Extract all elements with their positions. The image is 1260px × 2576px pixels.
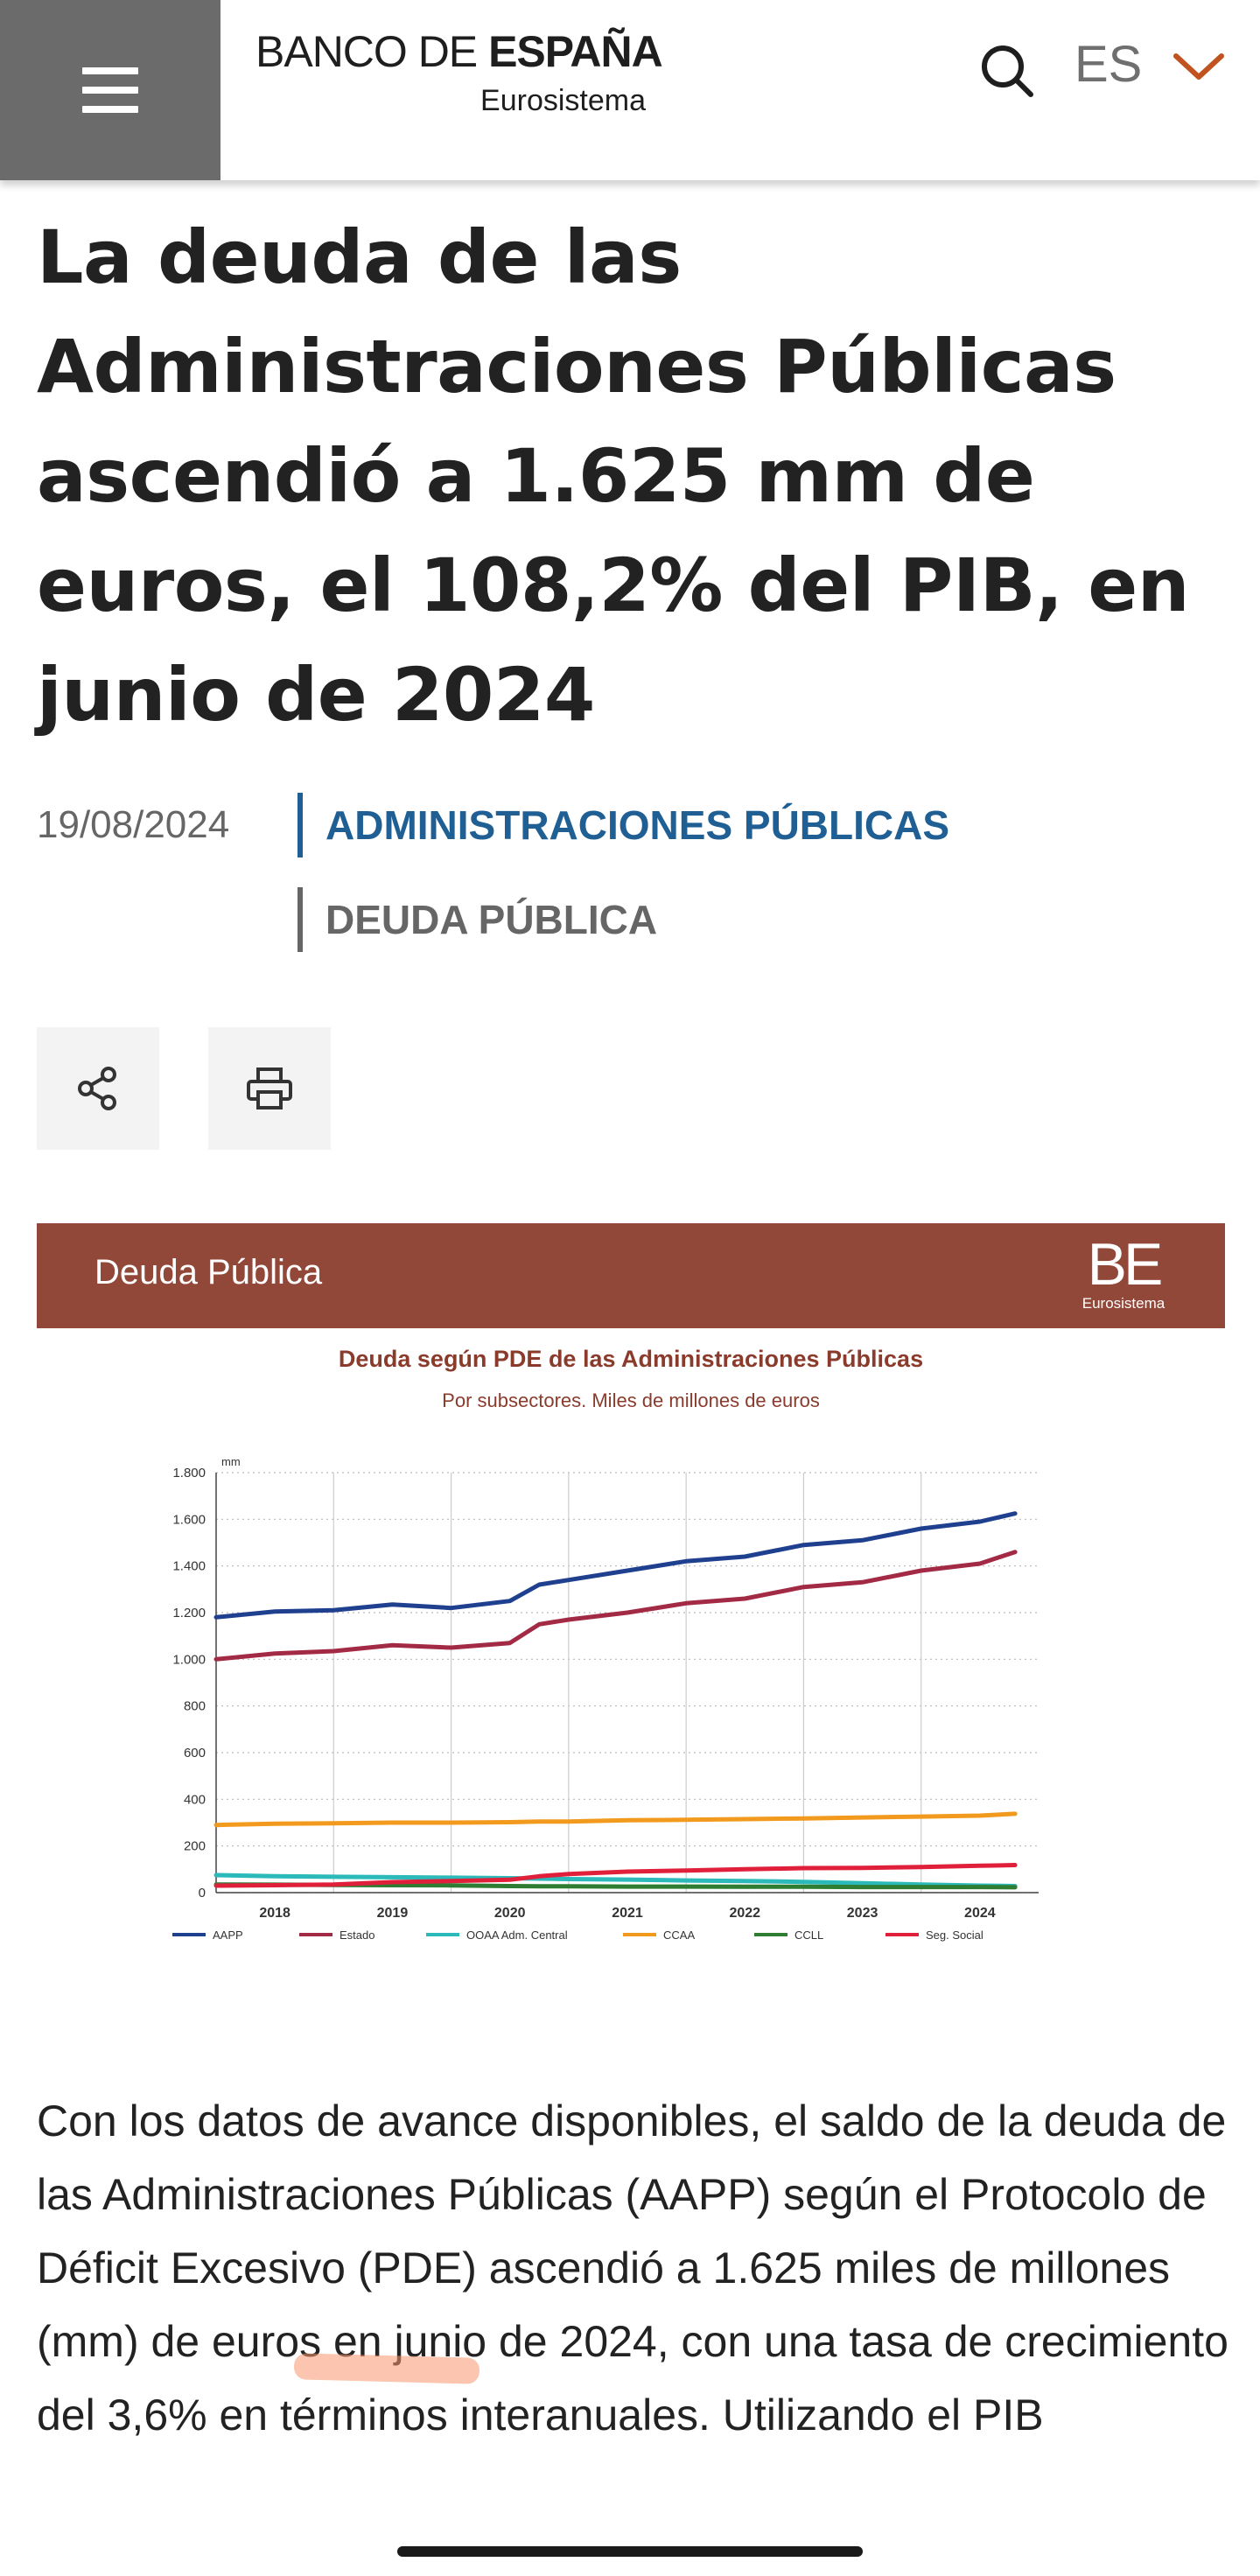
figure-banner: Deuda Pública BE Eurosistema	[37, 1223, 1225, 1328]
logo-text-espana: ESPAÑA	[488, 27, 663, 76]
logo-text-eurosistema: Eurosistema	[480, 84, 646, 117]
printer-icon	[247, 1068, 292, 1110]
legend-label: Seg. Social	[926, 1928, 984, 1942]
be-logo: BE Eurosistema	[1071, 1234, 1176, 1321]
y-tick-label: 1.600	[172, 1512, 206, 1527]
y-unit-label: mm	[221, 1455, 241, 1468]
legend-label: Estado	[340, 1928, 374, 1942]
y-tick-label: 400	[184, 1792, 206, 1807]
y-tick-label: 800	[184, 1699, 206, 1714]
menu-button[interactable]	[0, 0, 220, 180]
top-header: BANCO DE ESPAÑA Eurosistema ES	[0, 0, 1260, 180]
chevron-down-icon[interactable]	[1172, 49, 1225, 84]
series-line-seg-social	[214, 1863, 1018, 1888]
series-line-ccaa	[214, 1811, 1018, 1828]
logo-text-banco-de: BANCO DE	[256, 27, 489, 76]
x-tick-label: 2023	[847, 1906, 878, 1921]
series-line-ooaa-adm-central	[214, 1872, 1018, 1888]
x-tick-label: 2020	[494, 1906, 526, 1921]
article-paragraph: Con los datos de avance disponibles, el …	[37, 2096, 1228, 2440]
article-title: La deuda de las Administraciones Pública…	[37, 214, 1190, 738]
y-tick-label: 1.400	[172, 1559, 206, 1574]
chart-title: Deuda según PDE de las Administraciones …	[338, 1346, 924, 1372]
home-indicator[interactable]	[397, 2546, 863, 2557]
y-tick-label: 1.800	[172, 1466, 206, 1480]
y-tick-label: 1.000	[172, 1652, 206, 1667]
publication-date: 19/08/2024	[37, 803, 230, 846]
language-selector[interactable]: ES	[1074, 36, 1143, 93]
legend-label: AAPP	[213, 1928, 243, 1942]
legend-label: OOAA Adm. Central	[466, 1928, 568, 1942]
y-tick-label: 200	[184, 1839, 206, 1854]
chart-subtitle: Por subsectores. Miles de millones de eu…	[442, 1390, 820, 1411]
debt-line-chart: 0 200 400 600 800 1.000 1.200 1.400 1.600 1.800 mm…	[172, 1455, 1039, 1942]
be-logo-subtext: Eurosistema	[1082, 1295, 1166, 1312]
tag-administraciones-publicas[interactable]: ADMINISTRACIONES PÚBLICAS	[298, 793, 949, 858]
banco-de-espana-logo[interactable]: BANCO DE ESPAÑA Eurosistema	[256, 26, 663, 131]
print-button[interactable]	[208, 1027, 331, 1150]
share-icon	[78, 1067, 116, 1110]
y-tick-label: 600	[184, 1746, 206, 1760]
x-tick-label: 2018	[259, 1906, 290, 1921]
share-button[interactable]	[37, 1027, 159, 1150]
hamburger-icon	[82, 67, 138, 113]
series-line-aapp	[214, 1511, 1018, 1620]
tag-deuda-publica[interactable]: DEUDA PÚBLICA	[298, 887, 657, 952]
be-logo-text: BE	[1087, 1231, 1164, 1298]
x-tick-label: 2024	[964, 1906, 996, 1921]
x-tick-label: 2021	[612, 1906, 643, 1921]
x-tick-label: 2022	[729, 1906, 760, 1921]
y-tick-label: 1.200	[172, 1606, 206, 1620]
y-tick-label: 0	[199, 1886, 206, 1900]
figure-banner-title: Deuda Pública	[94, 1253, 323, 1292]
debt-figure: Deuda Pública BE Eurosistema Deuda según…	[37, 1223, 1225, 1967]
series-line-estado	[214, 1550, 1018, 1662]
x-tick-label: 2019	[377, 1906, 409, 1921]
highlight-mark	[293, 2353, 480, 2384]
legend-label: CCLL	[794, 1928, 823, 1942]
search-icon[interactable]	[978, 42, 1036, 100]
legend-label: CCAA	[663, 1928, 695, 1942]
